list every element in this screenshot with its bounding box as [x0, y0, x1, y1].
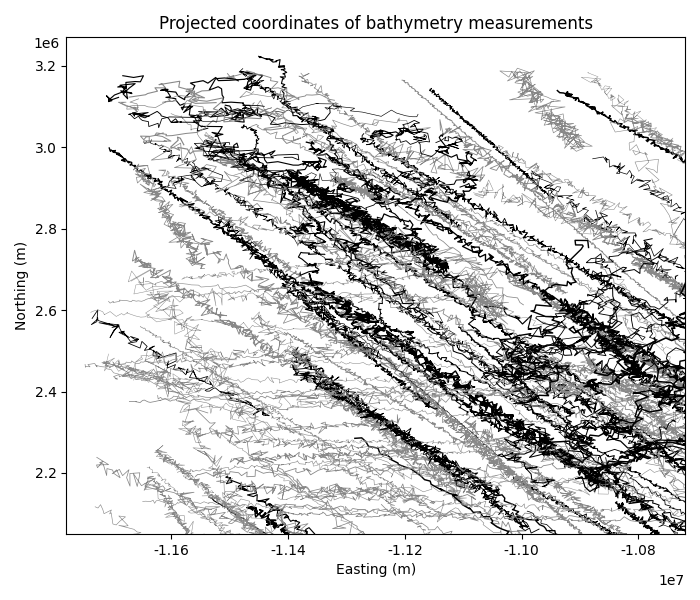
X-axis label: Easting (m): Easting (m): [335, 563, 416, 577]
Y-axis label: Northing (m): Northing (m): [15, 241, 29, 330]
Title: Projected coordinates of bathymetry measurements: Projected coordinates of bathymetry meas…: [159, 15, 593, 33]
Text: 1e6: 1e6: [34, 37, 60, 52]
Text: 1e7: 1e7: [659, 574, 685, 588]
